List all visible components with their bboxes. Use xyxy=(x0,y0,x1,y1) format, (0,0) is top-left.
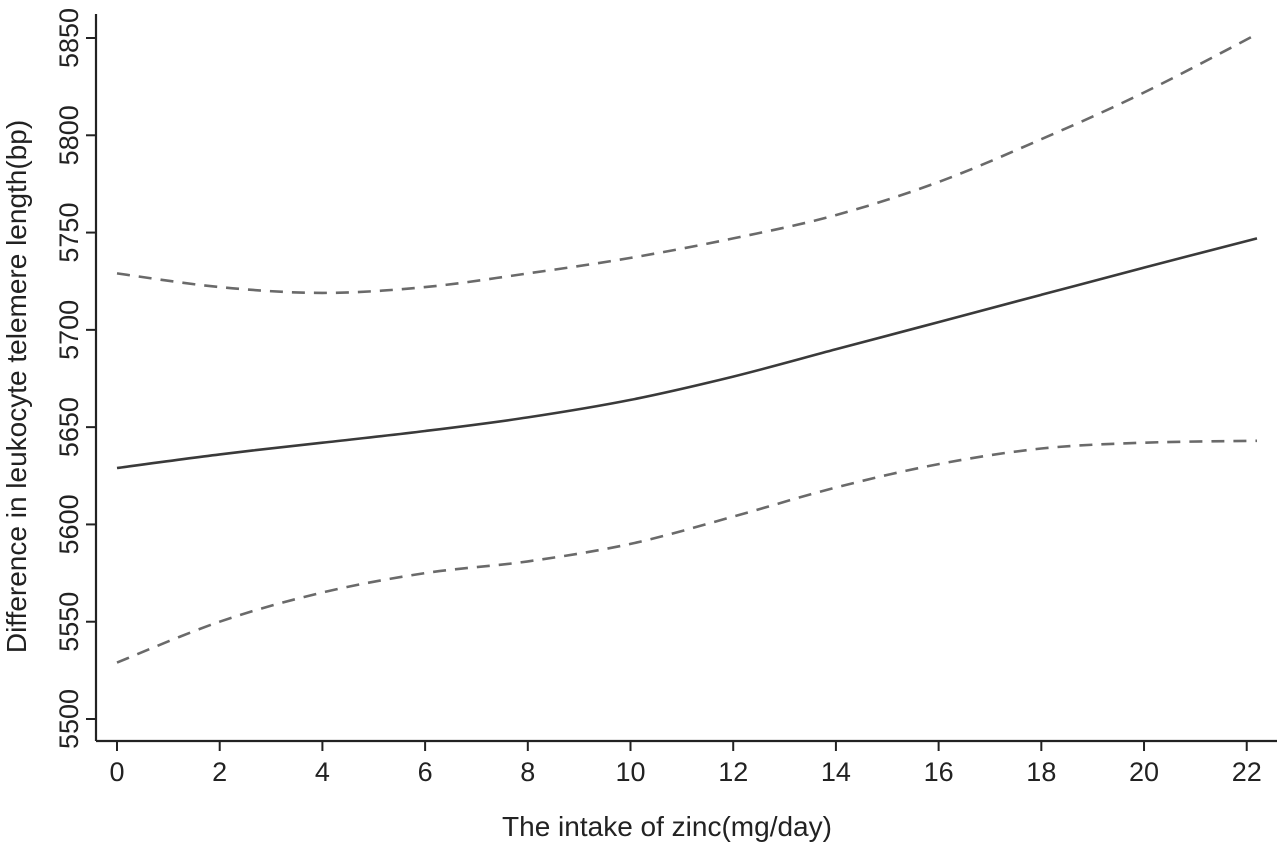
x-tick-label: 10 xyxy=(615,757,645,787)
upper-ci-line xyxy=(116,32,1258,295)
y-tick-label: 5550 xyxy=(54,592,84,652)
x-tick-label: 20 xyxy=(1129,757,1159,787)
y-ticks: 5500 5550 5600 5650 5700 5750 5800 5850 xyxy=(54,8,96,749)
y-tick-label: 5750 xyxy=(54,203,84,263)
y-tick-label: 5650 xyxy=(54,397,84,457)
y-axis-title: Difference in leukocyte telemere length(… xyxy=(1,120,32,653)
x-tick-label: 2 xyxy=(212,757,227,787)
x-tick-label: 14 xyxy=(821,757,851,787)
x-tick-label: 4 xyxy=(315,757,330,787)
x-tick-label: 18 xyxy=(1026,757,1056,787)
y-tick-label: 5600 xyxy=(54,494,84,554)
x-tick-label: 8 xyxy=(520,757,535,787)
y-tick-label: 5850 xyxy=(54,8,84,68)
x-axis: 0 2 4 6 8 10 12 14 16 18 20 22 xyxy=(96,739,1277,787)
x-tick-label: 6 xyxy=(418,757,433,787)
y-axis: 5500 5550 5600 5650 5700 5750 5800 5850 xyxy=(54,8,98,749)
x-axis-title: The intake of zinc(mg/day) xyxy=(502,811,832,842)
x-tick-label: 0 xyxy=(109,757,124,787)
x-tick-label: 22 xyxy=(1232,757,1262,787)
y-tick-label: 5800 xyxy=(54,105,84,165)
lower-ci-line xyxy=(116,439,1258,664)
series-layer xyxy=(116,32,1258,664)
y-tick-label: 5500 xyxy=(54,689,84,749)
x-tick-label: 16 xyxy=(924,757,954,787)
y-tick-label: 5700 xyxy=(54,300,84,360)
fit-line xyxy=(116,237,1258,470)
x-ticks: 0 2 4 6 8 10 12 14 16 18 20 22 xyxy=(109,741,1262,787)
x-tick-label: 12 xyxy=(718,757,748,787)
